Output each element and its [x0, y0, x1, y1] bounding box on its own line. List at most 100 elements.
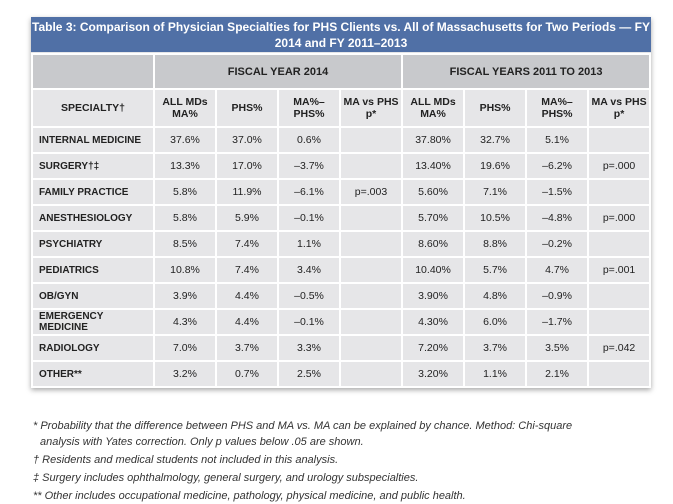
value-cell: 3.20%	[401, 360, 466, 388]
value-cell: 2.1%	[525, 360, 590, 388]
value-cell: 5.8%	[153, 178, 217, 206]
value-cell	[587, 126, 652, 154]
specialty-cell: INTERNAL MEDICINE	[31, 126, 155, 154]
col-header-text: MA vs PHS	[591, 96, 647, 108]
specialty-cell: PEDIATRICS	[31, 256, 155, 284]
value-cell: p=.003	[338, 178, 404, 206]
value-cell: 4.4%	[215, 308, 279, 336]
table-row: EMERGENCY MEDICINE 4.3% 4.4% –0.1% 4.30% 6.0%…	[31, 308, 652, 336]
table-row: OTHER** 3.2% 0.7% 2.5% 3.20% 1.1% 2.1%	[31, 360, 652, 388]
value-cell: 3.7%	[215, 334, 279, 362]
col-header-p-value: MA vs PHS p*	[338, 88, 404, 128]
table-row: ANESTHESIOLOGY 5.8% 5.9% –0.1% 5.70% 10.5% –4.…	[31, 204, 652, 232]
value-cell: –6.1%	[277, 178, 341, 206]
group-header-blank	[31, 53, 155, 90]
value-cell: 4.3%	[153, 308, 217, 336]
value-cell	[338, 360, 404, 388]
value-cell: 8.5%	[153, 230, 217, 258]
value-cell	[338, 334, 404, 362]
value-cell: 4.8%	[463, 282, 528, 310]
value-cell: 7.0%	[153, 334, 217, 362]
value-cell: –6.2%	[525, 152, 590, 180]
value-cell: 3.7%	[463, 334, 528, 362]
table-row: FAMILY PRACTICE 5.8% 11.9% –6.1% p=.003 5.60%…	[31, 178, 652, 206]
table-title: Table 3: Comparison of Physician Special…	[31, 17, 651, 53]
col-header-phs: PHS%	[215, 88, 279, 128]
col-header-text: MA%–	[541, 96, 573, 108]
value-cell	[587, 308, 652, 336]
col-header-all-mds: ALL MDs MA%	[401, 88, 466, 128]
value-cell: 0.7%	[215, 360, 279, 388]
value-cell: 3.90%	[401, 282, 466, 310]
value-cell	[587, 178, 652, 206]
value-cell: 4.7%	[525, 256, 590, 284]
value-cell	[338, 308, 404, 336]
value-cell: 13.3%	[153, 152, 217, 180]
specialty-cell: FAMILY PRACTICE	[31, 178, 155, 206]
value-cell	[338, 230, 404, 258]
value-cell: 37.6%	[153, 126, 217, 154]
value-cell: 3.4%	[277, 256, 341, 284]
value-cell: 17.0%	[215, 152, 279, 180]
value-cell: 7.4%	[215, 256, 279, 284]
specialty-cell: OTHER**	[31, 360, 155, 388]
value-cell: –4.8%	[525, 204, 590, 232]
value-cell: –0.1%	[277, 308, 341, 336]
value-cell: 37.80%	[401, 126, 466, 154]
value-cell: 7.20%	[401, 334, 466, 362]
footnote-probability-cont: analysis with Yates correction. Only p v…	[40, 436, 364, 448]
col-header-text: p*	[613, 108, 625, 120]
col-header-phs: PHS%	[463, 88, 528, 128]
col-header-text: ALL MDs	[410, 96, 456, 108]
value-cell: 4.30%	[401, 308, 466, 336]
value-cell: 3.2%	[153, 360, 217, 388]
table-row: SURGERY†‡ 13.3% 17.0% –3.7% 13.40% 19.6% –6.2%…	[31, 152, 652, 180]
group-header-fy2011-2013: FISCAL YEARS 2011 TO 2013	[401, 53, 652, 90]
value-cell: 8.8%	[463, 230, 528, 258]
specialty-cell: OB/GYN	[31, 282, 155, 310]
table-row: PEDIATRICS 10.8% 7.4% 3.4% 10.40% 5.7% 4.7% p=.…	[31, 256, 652, 284]
footnote-probability: * Probability that the difference betwee…	[33, 420, 573, 432]
value-cell: p=.000	[587, 204, 652, 232]
value-cell	[338, 282, 404, 310]
value-cell: 10.8%	[153, 256, 217, 284]
footnote-other: ** Other includes occupational medicine,…	[33, 490, 466, 502]
value-cell	[338, 256, 404, 284]
value-cell: 2.5%	[277, 360, 341, 388]
value-cell: 5.60%	[401, 178, 466, 206]
comparison-table: Table 3: Comparison of Physician Special…	[31, 17, 652, 388]
value-cell: 5.7%	[463, 256, 528, 284]
value-cell: 0.6%	[277, 126, 341, 154]
value-cell	[338, 152, 404, 180]
col-header-text: PHS%	[231, 102, 263, 114]
col-header-text: MA vs PHS	[343, 96, 399, 108]
value-cell: 1.1%	[277, 230, 341, 258]
col-header-diff: MA%– PHS%	[525, 88, 590, 128]
value-cell: 3.3%	[277, 334, 341, 362]
value-cell: –0.2%	[525, 230, 590, 258]
value-cell: –1.5%	[525, 178, 590, 206]
value-cell: –0.1%	[277, 204, 341, 232]
value-cell: 5.1%	[525, 126, 590, 154]
col-header-text: SPECIALTY†	[61, 102, 125, 114]
col-header-text: PHS%	[541, 108, 573, 120]
value-cell	[587, 282, 652, 310]
col-header-all-mds: ALL MDs MA%	[153, 88, 217, 128]
specialty-cell: RADIOLOGY	[31, 334, 155, 362]
value-cell: 4.4%	[215, 282, 279, 310]
value-cell	[338, 126, 404, 154]
value-cell: –0.5%	[277, 282, 341, 310]
value-cell: 5.70%	[401, 204, 466, 232]
value-cell: 11.9%	[215, 178, 279, 206]
value-cell	[587, 360, 652, 388]
col-header-text: PHS%	[479, 102, 511, 114]
table-row: OB/GYN 3.9% 4.4% –0.5% 3.90% 4.8% –0.9%	[31, 282, 652, 310]
value-cell: –1.7%	[525, 308, 590, 336]
value-cell: 32.7%	[463, 126, 528, 154]
value-cell: p=.042	[587, 334, 652, 362]
value-cell: 37.0%	[215, 126, 279, 154]
col-header-text: ALL MDs	[162, 96, 208, 108]
specialty-cell: EMERGENCY MEDICINE	[31, 308, 155, 336]
col-header-text: PHS%	[293, 108, 325, 120]
footnote-surgery: ‡ Surgery includes ophthalmology, genera…	[33, 472, 419, 484]
